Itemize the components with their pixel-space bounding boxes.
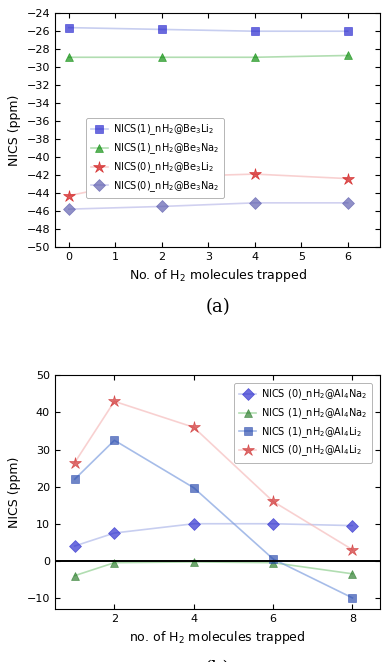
- NICS (1)_nH$_2$@Al$_4$Li$_2$: [112, 436, 117, 444]
- NICS(0)_nH$_2$@Be$_3$Na$_2$: [252, 199, 257, 207]
- NICS (1)_nH$_2$@Al$_4$Na$_2$: [73, 572, 77, 580]
- NICS(1)_nH$_2$@Be$_3$Na$_2$: [67, 54, 71, 62]
- Text: (b): (b): [205, 661, 230, 662]
- NICS (0)_nH$_2$@Al$_4$Li$_2$: [271, 498, 276, 506]
- Y-axis label: NICS (ppm): NICS (ppm): [8, 95, 21, 166]
- NICS(1)_nH$_2$@Be$_3$Li$_2$: [160, 25, 164, 33]
- NICS (0)_nH$_2$@Al$_4$Na$_2$: [73, 542, 77, 550]
- NICS (0)_nH$_2$@Al$_4$Li$_2$: [73, 459, 77, 467]
- Text: (a): (a): [205, 299, 230, 316]
- X-axis label: no. of H$_2$ molecules trapped: no. of H$_2$ molecules trapped: [129, 630, 306, 647]
- NICS (1)_nH$_2$@Al$_4$Na$_2$: [191, 558, 196, 566]
- NICS (1)_nH$_2$@Al$_4$Li$_2$: [73, 475, 77, 483]
- NICS (1)_nH$_2$@Al$_4$Na$_2$: [350, 570, 355, 578]
- Line: NICS (1)_nH$_2$@Al$_4$Li$_2$: NICS (1)_nH$_2$@Al$_4$Li$_2$: [71, 436, 357, 602]
- NICS (0)_nH$_2$@Al$_4$Na$_2$: [350, 522, 355, 530]
- NICS (0)_nH$_2$@Al$_4$Na$_2$: [271, 520, 276, 528]
- NICS(0)_nH$_2$@Be$_3$Li$_2$: [67, 192, 71, 200]
- X-axis label: No. of H$_2$ molecules trapped: No. of H$_2$ molecules trapped: [129, 267, 307, 284]
- NICS (1)_nH$_2$@Al$_4$Li$_2$: [191, 484, 196, 492]
- Line: NICS(1)_nH$_2$@Be$_3$Na$_2$: NICS(1)_nH$_2$@Be$_3$Na$_2$: [65, 52, 352, 62]
- NICS (0)_nH$_2$@Al$_4$Li$_2$: [350, 545, 355, 553]
- NICS(0)_nH$_2$@Be$_3$Na$_2$: [345, 199, 350, 207]
- NICS(0)_nH$_2$@Be$_3$Li$_2$: [252, 170, 257, 178]
- NICS(0)_nH$_2$@Be$_3$Li$_2$: [345, 175, 350, 183]
- NICS(1)_nH$_2$@Be$_3$Li$_2$: [345, 27, 350, 35]
- NICS (1)_nH$_2$@Al$_4$Li$_2$: [350, 594, 355, 602]
- Legend: NICS (0)_nH$_2$@Al$_4$Na$_2$, NICS (1)_nH$_2$@Al$_4$Na$_2$, NICS (1)_nH$_2$@Al$_: NICS (0)_nH$_2$@Al$_4$Na$_2$, NICS (1)_n…: [234, 383, 372, 463]
- Line: NICS (0)_nH$_2$@Al$_4$Li$_2$: NICS (0)_nH$_2$@Al$_4$Li$_2$: [69, 395, 359, 556]
- NICS(1)_nH$_2$@Be$_3$Na$_2$: [160, 54, 164, 62]
- NICS (1)_nH$_2$@Al$_4$Na$_2$: [271, 559, 276, 567]
- NICS(1)_nH$_2$@Be$_3$Li$_2$: [252, 27, 257, 35]
- Y-axis label: NICS (ppm): NICS (ppm): [8, 457, 21, 528]
- NICS(1)_nH$_2$@Be$_3$Na$_2$: [345, 52, 350, 60]
- NICS (0)_nH$_2$@Al$_4$Na$_2$: [112, 529, 117, 537]
- NICS (0)_nH$_2$@Al$_4$Li$_2$: [112, 397, 117, 405]
- NICS(1)_nH$_2$@Be$_3$Na$_2$: [252, 54, 257, 62]
- NICS (0)_nH$_2$@Al$_4$Na$_2$: [191, 520, 196, 528]
- Line: NICS(1)_nH$_2$@Be$_3$Li$_2$: NICS(1)_nH$_2$@Be$_3$Li$_2$: [65, 23, 352, 35]
- NICS (0)_nH$_2$@Al$_4$Li$_2$: [191, 423, 196, 431]
- Line: NICS (1)_nH$_2$@Al$_4$Na$_2$: NICS (1)_nH$_2$@Al$_4$Na$_2$: [71, 558, 357, 580]
- Line: NICS(0)_nH$_2$@Be$_3$Li$_2$: NICS(0)_nH$_2$@Be$_3$Li$_2$: [63, 168, 354, 202]
- NICS (1)_nH$_2$@Al$_4$Na$_2$: [112, 559, 117, 567]
- Line: NICS(0)_nH$_2$@Be$_3$Na$_2$: NICS(0)_nH$_2$@Be$_3$Na$_2$: [65, 199, 352, 213]
- NICS(0)_nH$_2$@Be$_3$Li$_2$: [160, 173, 164, 181]
- Line: NICS (0)_nH$_2$@Al$_4$Na$_2$: NICS (0)_nH$_2$@Al$_4$Na$_2$: [71, 520, 357, 550]
- NICS (1)_nH$_2$@Al$_4$Li$_2$: [271, 555, 276, 563]
- NICS(0)_nH$_2$@Be$_3$Na$_2$: [160, 203, 164, 211]
- NICS(0)_nH$_2$@Be$_3$Na$_2$: [67, 205, 71, 213]
- Legend: NICS(1)_nH$_2$@Be$_3$Li$_2$, NICS(1)_nH$_2$@Be$_3$Na$_2$, NICS(0)_nH$_2$@Be$_3$L: NICS(1)_nH$_2$@Be$_3$Li$_2$, NICS(1)_nH$…: [86, 118, 224, 199]
- NICS(1)_nH$_2$@Be$_3$Li$_2$: [67, 24, 71, 32]
